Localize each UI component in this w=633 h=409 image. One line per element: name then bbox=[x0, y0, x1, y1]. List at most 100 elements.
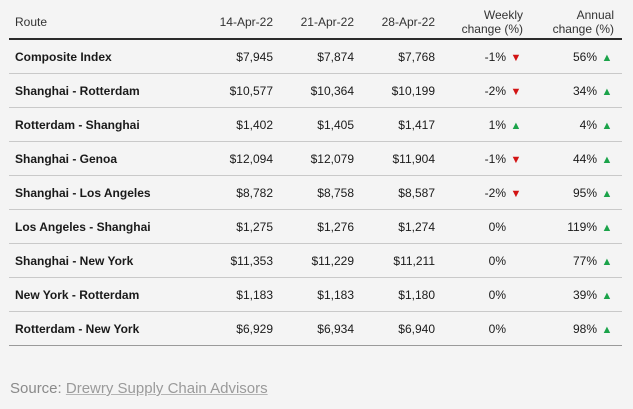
header-weekly-line2: change (%) bbox=[461, 21, 523, 36]
table-row: Los Angeles - Shanghai $1,275 $1,276 $1,274… bbox=[9, 209, 622, 244]
annual-change-cell: 95% ▲ bbox=[531, 175, 622, 210]
date-3-cell: $7,768 bbox=[362, 39, 443, 74]
table-row: Rotterdam - New York $6,929 $6,934 $6,940 0%… bbox=[9, 311, 622, 346]
header-weekly-change: Weekly change (%) bbox=[443, 5, 531, 40]
date-3-cell: $11,211 bbox=[362, 243, 443, 278]
weekly-change-value: -1% bbox=[484, 151, 506, 166]
annual-change-cell: 77% ▲ bbox=[531, 243, 622, 278]
freight-rates-table: Route 14-Apr-22 21-Apr-22 28-Apr-22 Week… bbox=[9, 5, 622, 346]
source-link[interactable]: Drewry Supply Chain Advisors bbox=[65, 380, 268, 397]
date-1-cell: $12,094 bbox=[199, 141, 281, 176]
triangle-down-icon: ▼ bbox=[510, 51, 522, 64]
source-note: Source: Drewry Supply Chain Advisors bbox=[10, 380, 268, 397]
annual-change-value: 119% bbox=[567, 219, 597, 234]
route-cell: New York - Rotterdam bbox=[9, 277, 199, 312]
date-1-cell: $6,929 bbox=[199, 311, 281, 346]
weekly-change-cell: 0% bbox=[443, 209, 531, 244]
header-annual-line1: Annual bbox=[576, 7, 614, 22]
weekly-change-cell: -1% ▼ bbox=[443, 141, 531, 176]
date-1-cell: $8,782 bbox=[199, 175, 281, 210]
date-3-cell: $1,180 bbox=[362, 277, 443, 312]
date-3-cell: $1,274 bbox=[362, 209, 443, 244]
annual-change-value: 95% bbox=[572, 185, 597, 200]
annual-change-value: 44% bbox=[572, 151, 597, 166]
date-2-cell: $7,874 bbox=[281, 39, 362, 74]
date-2-cell: $1,405 bbox=[281, 107, 362, 142]
table-header-row: Route 14-Apr-22 21-Apr-22 28-Apr-22 Week… bbox=[9, 5, 622, 40]
weekly-change-cell: 0% bbox=[443, 243, 531, 278]
date-1-cell: $1,402 bbox=[199, 107, 281, 142]
annual-change-cell: 56% ▲ bbox=[531, 39, 622, 74]
annual-change-value: 56% bbox=[572, 49, 597, 64]
weekly-change-value: -2% bbox=[484, 185, 506, 200]
triangle-down-icon: ▼ bbox=[510, 85, 522, 98]
weekly-change-value: 0% bbox=[488, 287, 506, 302]
triangle-up-icon: ▲ bbox=[601, 255, 613, 268]
weekly-change-value: -2% bbox=[484, 83, 506, 98]
date-2-cell: $6,934 bbox=[281, 311, 362, 346]
table-row: Composite Index $7,945 $7,874 $7,768 -1% ▼ 56%… bbox=[9, 39, 622, 74]
route-cell: Rotterdam - New York bbox=[9, 311, 199, 346]
date-2-cell: $10,364 bbox=[281, 73, 362, 108]
route-cell: Shanghai - Los Angeles bbox=[9, 175, 199, 210]
triangle-up-icon: ▲ bbox=[601, 153, 613, 166]
table-row: Shanghai - Genoa $12,094 $12,079 $11,904 -1%… bbox=[9, 141, 622, 176]
date-2-cell: $1,183 bbox=[281, 277, 362, 312]
weekly-change-value: 0% bbox=[488, 253, 506, 268]
weekly-change-cell: -2% ▼ bbox=[443, 73, 531, 108]
triangle-up-icon: ▲ bbox=[601, 119, 613, 132]
triangle-up-icon: ▲ bbox=[601, 51, 613, 64]
header-date-1: 14-Apr-22 bbox=[199, 5, 281, 40]
annual-change-value: 34% bbox=[572, 83, 597, 98]
triangle-up-icon: ▲ bbox=[601, 187, 613, 200]
date-3-cell: $11,904 bbox=[362, 141, 443, 176]
date-3-cell: $1,417 bbox=[362, 107, 443, 142]
route-cell: Shanghai - Genoa bbox=[9, 141, 199, 176]
weekly-change-value: -1% bbox=[484, 49, 506, 64]
weekly-change-cell: -1% ▼ bbox=[443, 39, 531, 74]
annual-change-cell: 34% ▲ bbox=[531, 73, 622, 108]
weekly-change-value: 1% bbox=[488, 117, 506, 132]
table-body: Composite Index $7,945 $7,874 $7,768 -1% ▼ 56%… bbox=[9, 39, 622, 346]
triangle-down-icon: ▼ bbox=[510, 187, 522, 200]
rates-table-container: Route 14-Apr-22 21-Apr-22 28-Apr-22 Week… bbox=[9, 5, 622, 346]
weekly-change-cell: 1% ▲ bbox=[443, 107, 531, 142]
annual-change-cell: 98% ▲ bbox=[531, 311, 622, 346]
annual-change-cell: 39% ▲ bbox=[531, 277, 622, 312]
route-cell: Composite Index bbox=[9, 39, 199, 74]
weekly-change-cell: 0% bbox=[443, 277, 531, 312]
date-1-cell: $1,275 bbox=[199, 209, 281, 244]
annual-change-value: 39% bbox=[572, 287, 597, 302]
header-annual-change: Annual change (%) bbox=[531, 5, 622, 40]
source-label: Source: bbox=[10, 380, 62, 397]
date-1-cell: $7,945 bbox=[199, 39, 281, 74]
date-2-cell: $1,276 bbox=[281, 209, 362, 244]
annual-change-cell: 44% ▲ bbox=[531, 141, 622, 176]
triangle-up-icon: ▲ bbox=[601, 85, 613, 98]
table-row: Shanghai - Los Angeles $8,782 $8,758 $8,587… bbox=[9, 175, 622, 210]
date-3-cell: $10,199 bbox=[362, 73, 443, 108]
annual-change-value: 4% bbox=[579, 117, 597, 132]
table-row: Rotterdam - Shanghai $1,402 $1,405 $1,417 1%… bbox=[9, 107, 622, 142]
date-1-cell: $10,577 bbox=[199, 73, 281, 108]
route-cell: Shanghai - Rotterdam bbox=[9, 73, 199, 108]
annual-change-value: 77% bbox=[572, 253, 597, 268]
triangle-up-icon: ▲ bbox=[601, 221, 613, 234]
annual-change-value: 98% bbox=[572, 321, 597, 336]
header-annual-line2: change (%) bbox=[552, 21, 614, 36]
date-2-cell: $8,758 bbox=[281, 175, 362, 210]
route-cell: Los Angeles - Shanghai bbox=[9, 209, 199, 244]
table-row: Shanghai - New York $11,353 $11,229 $11,211… bbox=[9, 243, 622, 278]
date-1-cell: $1,183 bbox=[199, 277, 281, 312]
route-cell: Shanghai - New York bbox=[9, 243, 199, 278]
weekly-change-value: 0% bbox=[488, 219, 506, 234]
triangle-up-icon: ▲ bbox=[510, 119, 522, 132]
date-3-cell: $6,940 bbox=[362, 311, 443, 346]
header-route: Route bbox=[9, 5, 199, 40]
date-3-cell: $8,587 bbox=[362, 175, 443, 210]
table-row: New York - Rotterdam $1,183 $1,183 $1,180 0%… bbox=[9, 277, 622, 312]
table-row: Shanghai - Rotterdam $10,577 $10,364 $10,19… bbox=[9, 73, 622, 108]
route-cell: Rotterdam - Shanghai bbox=[9, 107, 199, 142]
triangle-up-icon: ▲ bbox=[601, 323, 613, 336]
weekly-change-cell: -2% ▼ bbox=[443, 175, 531, 210]
